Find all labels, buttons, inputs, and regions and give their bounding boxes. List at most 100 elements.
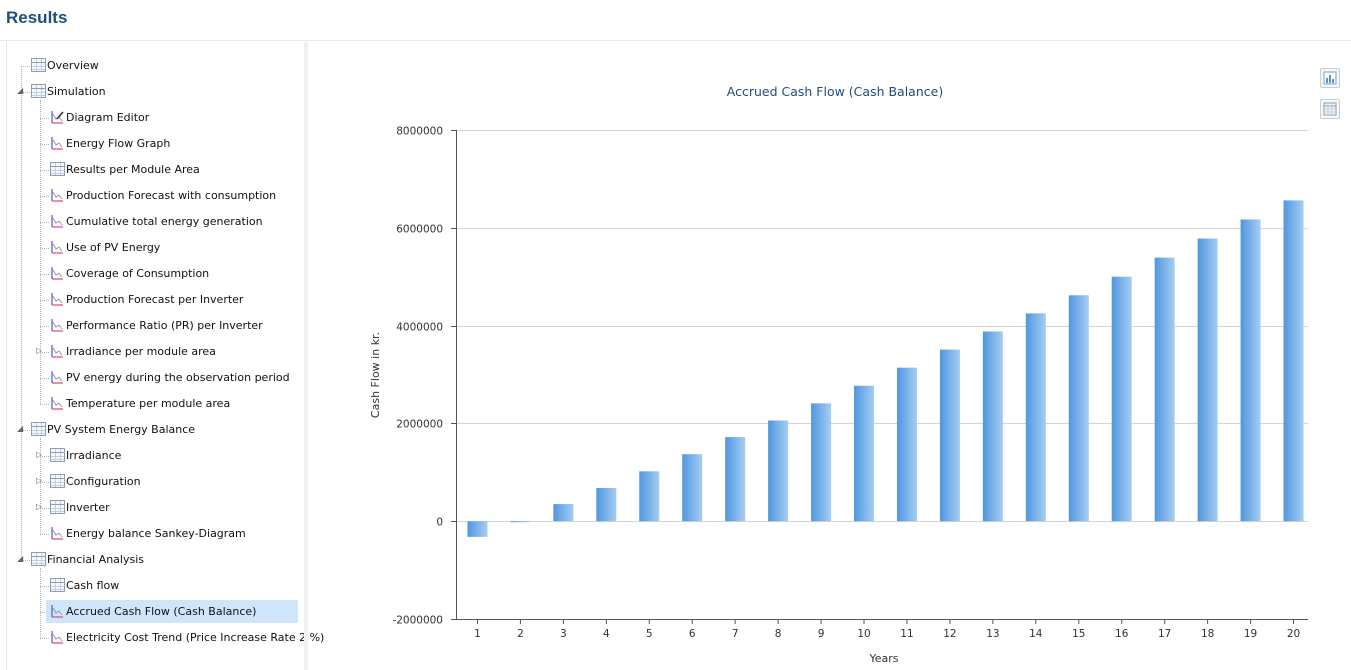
bar-year-15: [1068, 295, 1089, 522]
tree-item-overview[interactable]: Overview: [7, 56, 303, 76]
tree-item-pv-energy-during-the-observation-period[interactable]: PV energy during the observation period: [7, 368, 303, 388]
chart-title: Accrued Cash Flow (Cash Balance): [727, 84, 943, 99]
table-export-icon: [1323, 102, 1337, 116]
tree-item-irradiance[interactable]: ▷ Irradiance: [7, 446, 303, 466]
bar-year-14: [1025, 313, 1046, 522]
chart-grid: [456, 130, 1308, 620]
tree-item-coverage-of-consumption[interactable]: Coverage of Consumption: [7, 264, 303, 284]
chart-bars: [467, 200, 1304, 537]
chart-icon: [50, 292, 64, 307]
tree-item-label: Accrued Cash Flow (Cash Balance): [66, 605, 257, 618]
table-icon: [50, 162, 65, 176]
tree-item-label: Energy balance Sankey-Diagram: [66, 527, 246, 540]
chart-icon: [50, 344, 64, 359]
tree-item-use-of-pv-energy[interactable]: Use of PV Energy: [7, 238, 303, 258]
table-export-button[interactable]: [1320, 99, 1340, 119]
tree-item-configuration[interactable]: ▷ Configuration: [7, 472, 303, 492]
chart-area: Accrued Cash Flow (Cash Balance) Cash Fl…: [308, 42, 1351, 670]
collapse-arrow-icon[interactable]: ◢: [17, 424, 24, 433]
bar-year-16: [1111, 276, 1132, 522]
tree-item-pv-system-energy-balance[interactable]: ◢ PV System Energy Balance: [7, 420, 303, 440]
tree-item-simulation[interactable]: ◢ Simulation: [7, 82, 303, 102]
x-tick-label: 20: [1287, 628, 1300, 640]
tree-item-label: Coverage of Consumption: [66, 267, 210, 280]
x-tick-label: 6: [689, 628, 696, 640]
tree-connector: [40, 404, 49, 405]
x-tick-label: 8: [775, 628, 782, 640]
tree-item-results-per-module-area[interactable]: Results per Module Area: [7, 160, 303, 180]
tree-item-cumulative-total-energy-generation[interactable]: Cumulative total energy generation: [7, 212, 303, 232]
chart-export-icon: [1323, 71, 1337, 85]
expand-arrow-icon[interactable]: ▷: [36, 450, 43, 459]
y-tick-label: 6000000: [396, 224, 443, 236]
x-tick-label: 14: [1029, 628, 1043, 640]
results-tree-panel: Overview ◢ Simulation Diagram Editor Energy …: [6, 42, 324, 670]
tree-item-cash-flow[interactable]: Cash flow: [7, 576, 303, 596]
y-tick-label: 8000000: [396, 126, 443, 138]
y-tick-label: 2000000: [396, 419, 443, 431]
table-icon: [31, 422, 46, 436]
tree-item-production-forecast-with-consumption[interactable]: Production Forecast with consumption: [7, 186, 303, 206]
collapse-arrow-icon[interactable]: ◢: [17, 554, 24, 563]
table-icon: [31, 552, 46, 566]
bar-year-9: [811, 403, 832, 522]
bar-year-3: [553, 504, 574, 522]
panel-splitter[interactable]: [304, 42, 308, 670]
expand-arrow-icon[interactable]: ▷: [36, 502, 43, 511]
tree-item-accrued-cash-flow-cash-balance[interactable]: Accrued Cash Flow (Cash Balance): [7, 600, 303, 623]
expand-arrow-icon[interactable]: ▷: [36, 346, 43, 355]
tree-connector: [40, 534, 49, 535]
tree-connector: [40, 352, 49, 353]
expand-arrow-icon[interactable]: ▷: [36, 476, 43, 485]
x-tick-label: 4: [603, 628, 610, 640]
x-tick-label: 17: [1158, 628, 1171, 640]
x-tick-label: 1: [474, 628, 481, 640]
tree-item-financial-analysis[interactable]: ◢ Financial Analysis: [7, 550, 303, 570]
tree-connector: [40, 508, 49, 509]
tree-connector: [21, 66, 30, 67]
tree-item-label: Irradiance per module area: [66, 345, 216, 358]
tree-connector: [40, 100, 41, 404]
tree-item-production-forecast-per-inverter[interactable]: Production Forecast per Inverter: [7, 290, 303, 310]
results-header: Results: [0, 0, 1351, 41]
x-tick-label: 15: [1072, 628, 1085, 640]
bar-year-8: [768, 420, 789, 522]
tree-connector: [40, 326, 49, 327]
tree-connector: [21, 560, 30, 561]
table-icon: [50, 448, 65, 462]
tree-item-label: Production Forecast per Inverter: [66, 293, 244, 306]
chart-icon: [50, 188, 64, 203]
accrued-cash-flow-chart: Accrued Cash Flow (Cash Balance) Cash Fl…: [369, 84, 1308, 665]
collapse-arrow-icon[interactable]: ◢: [17, 86, 24, 95]
tree-item-irradiance-per-module-area[interactable]: ▷ Irradiance per module area: [7, 342, 303, 362]
tree-connector: [40, 482, 49, 483]
tree-item-energy-balance-sankey-diagram[interactable]: Energy balance Sankey-Diagram: [7, 524, 303, 544]
bar-year-11: [896, 367, 917, 522]
tree-item-temperature-per-module-area[interactable]: Temperature per module area: [7, 394, 303, 414]
tree-item-label: Cumulative total energy generation: [66, 215, 263, 228]
tree-connector: [40, 638, 49, 639]
tree-item-performance-ratio-pr-per-inverter[interactable]: Performance Ratio (PR) per Inverter: [7, 316, 303, 336]
tree-connector: [40, 586, 49, 587]
chart-icon: [50, 318, 64, 333]
x-tick-label: 19: [1244, 628, 1257, 640]
x-tick-label: 2: [517, 628, 524, 640]
tree-connector: [40, 248, 49, 249]
x-tick-label: 11: [900, 628, 913, 640]
selection-highlight: [46, 600, 298, 623]
bar-year-20: [1283, 200, 1304, 522]
table-icon: [50, 578, 65, 592]
tree-item-label: Energy Flow Graph: [66, 137, 171, 150]
tree-item-diagram-editor[interactable]: Diagram Editor: [7, 108, 303, 128]
tree-item-electricity-cost-trend-price-increase-rate-2[interactable]: Electricity Cost Trend (Price Increase R…: [7, 628, 324, 648]
bar-year-13: [982, 331, 1003, 522]
tree-item-label: PV energy during the observation period: [66, 371, 290, 384]
tree-connector: [40, 118, 49, 119]
tree-item-inverter[interactable]: ▷ Inverter: [7, 498, 303, 518]
tree-item-energy-flow-graph[interactable]: Energy Flow Graph: [7, 134, 303, 154]
chart-export-button[interactable]: [1320, 68, 1340, 88]
tree-item-label: Configuration: [66, 475, 141, 488]
x-tick-label: 12: [943, 628, 956, 640]
tree-connector: [40, 222, 49, 223]
tree-connector: [21, 430, 30, 431]
